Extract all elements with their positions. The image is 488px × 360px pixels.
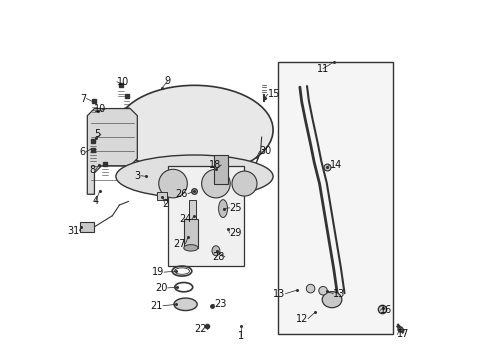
Text: 13: 13 bbox=[273, 289, 285, 298]
FancyBboxPatch shape bbox=[278, 62, 392, 334]
Text: 20: 20 bbox=[155, 283, 167, 293]
Text: 15: 15 bbox=[267, 89, 280, 99]
Circle shape bbox=[201, 169, 230, 198]
Text: 23: 23 bbox=[214, 299, 226, 309]
Text: 24: 24 bbox=[179, 214, 191, 224]
Text: 8: 8 bbox=[89, 165, 95, 175]
Text: 25: 25 bbox=[229, 203, 242, 213]
Text: 18: 18 bbox=[208, 160, 221, 170]
Text: 28: 28 bbox=[212, 252, 224, 262]
Text: 9: 9 bbox=[164, 76, 170, 86]
Ellipse shape bbox=[205, 176, 226, 191]
Text: 12: 12 bbox=[295, 314, 307, 324]
Ellipse shape bbox=[218, 200, 227, 217]
Circle shape bbox=[231, 171, 257, 196]
Text: 13: 13 bbox=[332, 289, 345, 298]
Bar bbox=[80, 222, 94, 232]
Text: 22: 22 bbox=[194, 324, 206, 334]
Text: 17: 17 bbox=[397, 329, 409, 339]
Bar bbox=[157, 192, 166, 200]
Text: 4: 4 bbox=[92, 197, 99, 206]
Ellipse shape bbox=[183, 245, 198, 251]
Text: 31: 31 bbox=[67, 226, 80, 236]
Bar bbox=[183, 219, 198, 248]
Ellipse shape bbox=[235, 175, 253, 185]
Text: 29: 29 bbox=[229, 228, 242, 238]
Ellipse shape bbox=[116, 85, 272, 175]
Ellipse shape bbox=[212, 246, 220, 256]
Ellipse shape bbox=[322, 292, 341, 308]
Text: 5: 5 bbox=[95, 129, 101, 139]
FancyBboxPatch shape bbox=[167, 166, 244, 266]
Text: 1: 1 bbox=[237, 332, 244, 342]
Text: 6: 6 bbox=[79, 147, 85, 157]
Bar bbox=[214, 155, 227, 184]
Text: 2: 2 bbox=[162, 199, 168, 209]
Ellipse shape bbox=[162, 173, 183, 187]
Text: 26: 26 bbox=[175, 189, 188, 199]
Text: 10: 10 bbox=[94, 104, 106, 113]
Ellipse shape bbox=[174, 298, 197, 311]
Text: 19: 19 bbox=[152, 267, 164, 277]
Bar bbox=[189, 200, 195, 219]
Text: 21: 21 bbox=[150, 301, 163, 311]
Text: 3: 3 bbox=[135, 171, 141, 181]
Polygon shape bbox=[87, 109, 137, 194]
Circle shape bbox=[318, 287, 326, 295]
Ellipse shape bbox=[116, 155, 272, 198]
Text: 10: 10 bbox=[117, 77, 129, 87]
Circle shape bbox=[159, 169, 187, 198]
Text: 27: 27 bbox=[173, 239, 185, 249]
Circle shape bbox=[305, 284, 314, 293]
Text: 11: 11 bbox=[316, 64, 328, 73]
Text: 30: 30 bbox=[259, 147, 271, 157]
Text: 14: 14 bbox=[329, 160, 341, 170]
Text: 16: 16 bbox=[380, 305, 392, 315]
Text: 7: 7 bbox=[80, 94, 86, 104]
